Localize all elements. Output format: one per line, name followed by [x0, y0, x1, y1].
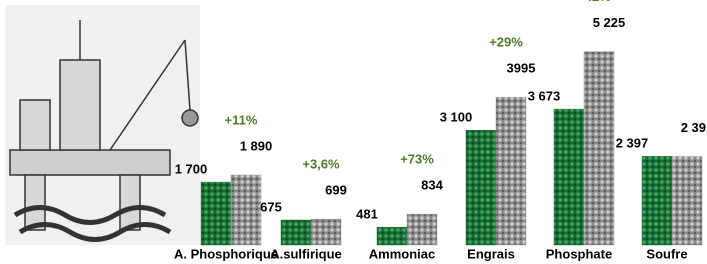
platform-illustration [5, 5, 200, 245]
growth-label: +29% [489, 35, 523, 50]
growth-label: +42% [577, 0, 611, 4]
value-label: 2 397 [616, 136, 649, 151]
bar [311, 219, 341, 245]
value-label: 834 [421, 178, 443, 193]
value-label: 1 700 [175, 162, 208, 177]
bar [377, 227, 407, 245]
growth-label: +3,6% [302, 157, 340, 172]
bar [201, 182, 231, 245]
bar [231, 175, 261, 245]
value-label: 3995 [507, 61, 536, 76]
x-tick-label: Soufre [646, 246, 687, 261]
x-tick-label: Engrais [467, 246, 515, 261]
growth-label: +73% [400, 152, 434, 167]
value-label: 3 100 [440, 110, 473, 125]
bar [496, 97, 526, 245]
x-tick-label: Ammoniac [369, 246, 435, 261]
bar [466, 130, 496, 245]
value-label: 675 [260, 199, 282, 214]
x-tick-label: A. Phosphorique [174, 246, 278, 261]
value-label: 1 890 [240, 139, 273, 154]
chart: A. Phosphorique 1 700 1 890 +11% A.sulfiriqu… [0, 0, 707, 264]
x-tick-label: Phosphate [546, 246, 612, 261]
bar [584, 52, 614, 245]
bar [642, 156, 672, 245]
bar [407, 214, 437, 245]
bar [554, 109, 584, 245]
value-label: 2 391 [681, 120, 707, 135]
bar [281, 220, 311, 245]
growth-label: +11% [225, 113, 258, 128]
value-label: 5 225 [593, 15, 626, 30]
bar [672, 157, 702, 245]
value-label: 481 [356, 207, 378, 222]
value-label: 3 673 [528, 89, 561, 104]
x-tick-label: A.sulfirique [270, 246, 342, 261]
value-label: 699 [325, 183, 347, 198]
